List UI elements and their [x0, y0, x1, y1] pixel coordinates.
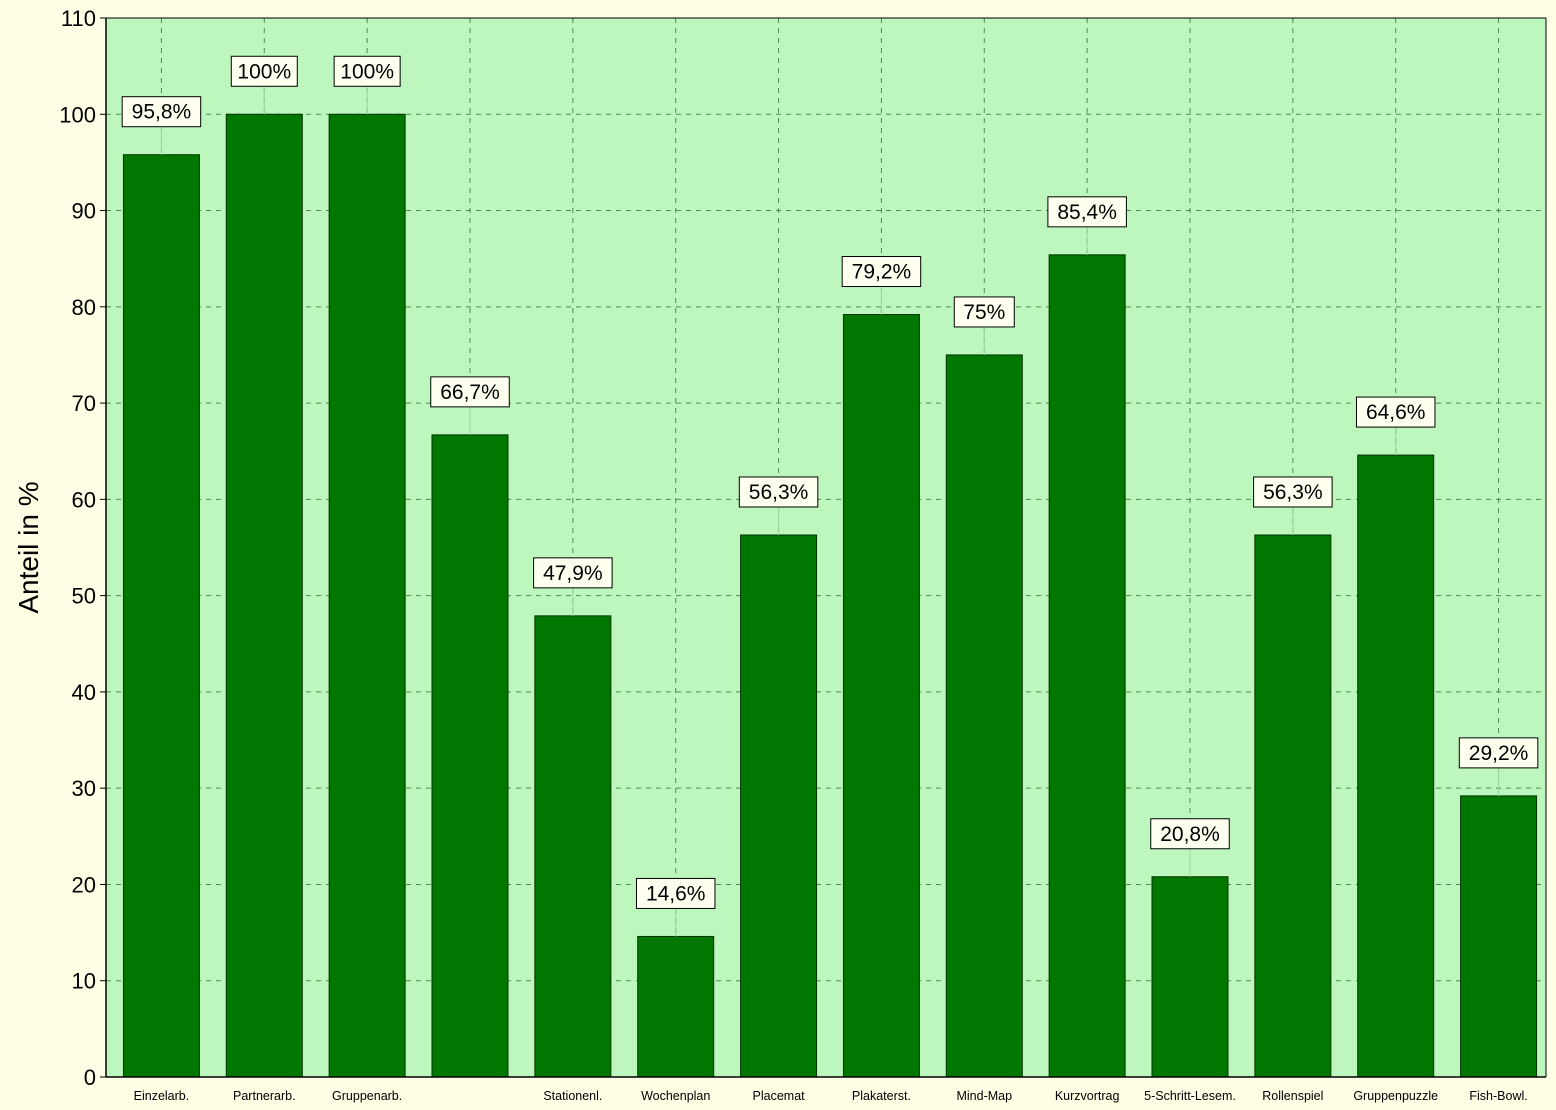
data-label-box [738, 476, 819, 508]
bar [1048, 254, 1126, 1078]
data-label: 75% [963, 301, 1005, 324]
bar [225, 113, 303, 1078]
data-label-box [635, 877, 716, 909]
axes: 0 10 20 30 40 50 60 70 80 90 100 110 Einzelarb. Partn… [59, 6, 1547, 1103]
data-label: 95,8% [132, 101, 192, 124]
x-tick-label: Kurzvortrag [1055, 1089, 1120, 1103]
bar [945, 354, 1023, 1078]
y-tick-label: 30 [72, 776, 96, 801]
x-tick-label: Mind-Map [956, 1089, 1012, 1103]
data-label: 14,6% [646, 882, 706, 905]
bars [122, 113, 1538, 1078]
data-label: 47,9% [543, 562, 603, 585]
data-label-box [841, 256, 922, 288]
data-label-box [533, 557, 613, 589]
x-tick-label: Fish-Bowl. [1469, 1089, 1527, 1103]
x-tick-label: Gruppenarb. [332, 1089, 402, 1103]
x-tick-label: Plakaterst. [852, 1089, 911, 1103]
x-tick-label: Placemat [753, 1089, 806, 1103]
x-tick-label: 5-Schritt-Lesem. [1144, 1089, 1236, 1103]
data-label: 56,3% [749, 481, 809, 504]
data-label-box [230, 55, 298, 87]
data-label-box [953, 296, 1015, 328]
bar [1151, 876, 1229, 1078]
bar [328, 113, 406, 1078]
bar [637, 935, 715, 1078]
y-tick-label: 110 [61, 6, 96, 31]
bar [740, 534, 818, 1078]
y-tick-label: 60 [72, 487, 96, 512]
y-tick-label: 0 [84, 1065, 96, 1090]
bar [1357, 454, 1435, 1078]
x-tick-label: Einzelarb. [134, 1089, 190, 1103]
data-label: 56,3% [1263, 481, 1323, 504]
bar [1254, 534, 1332, 1078]
x-tick-label: Wochenplan [641, 1089, 710, 1103]
data-labels: 95,8% 100% 100% 66,7% 47,9% 14,6% 56,3% 79,2% 75… [121, 55, 1539, 937]
x-tick-label: Gruppenpuzzle [1353, 1089, 1438, 1103]
data-label: 85,4% [1057, 201, 1117, 224]
x-tick-label: Rollenspiel [1262, 1089, 1323, 1103]
data-label-box [1150, 818, 1230, 850]
data-label-box [121, 96, 202, 128]
data-label: 100% [237, 60, 291, 83]
data-label-box [333, 55, 401, 87]
bar [1460, 795, 1538, 1078]
data-label-box [1253, 476, 1333, 508]
data-label: 64,6% [1366, 401, 1426, 424]
data-label-box [430, 376, 510, 408]
bar [534, 615, 612, 1078]
data-label-box [1355, 396, 1436, 428]
y-tick-label: 100 [59, 102, 96, 127]
data-label-box [1047, 196, 1127, 228]
y-axis-label: Anteil in % [13, 481, 44, 613]
bar [431, 434, 509, 1078]
y-tick-label: 90 [72, 199, 96, 224]
y-tick-label: 50 [72, 584, 96, 609]
data-label-box [1458, 737, 1539, 769]
x-tick-label: Stationenl. [543, 1089, 602, 1103]
data-label: 66,7% [440, 381, 500, 404]
y-tick-label: 40 [72, 680, 96, 705]
bar [842, 314, 920, 1078]
y-tick-label: 20 [72, 872, 96, 897]
data-label: 29,2% [1469, 742, 1529, 765]
data-label: 100% [340, 60, 394, 83]
data-label: 79,2% [852, 261, 912, 284]
y-tick-label: 10 [72, 969, 96, 994]
data-label: 20,8% [1160, 823, 1220, 846]
x-tick-label: Partnerarb. [233, 1089, 296, 1103]
y-tick-label: 80 [72, 295, 96, 320]
y-tick-label: 70 [72, 391, 96, 416]
bar [122, 154, 200, 1078]
